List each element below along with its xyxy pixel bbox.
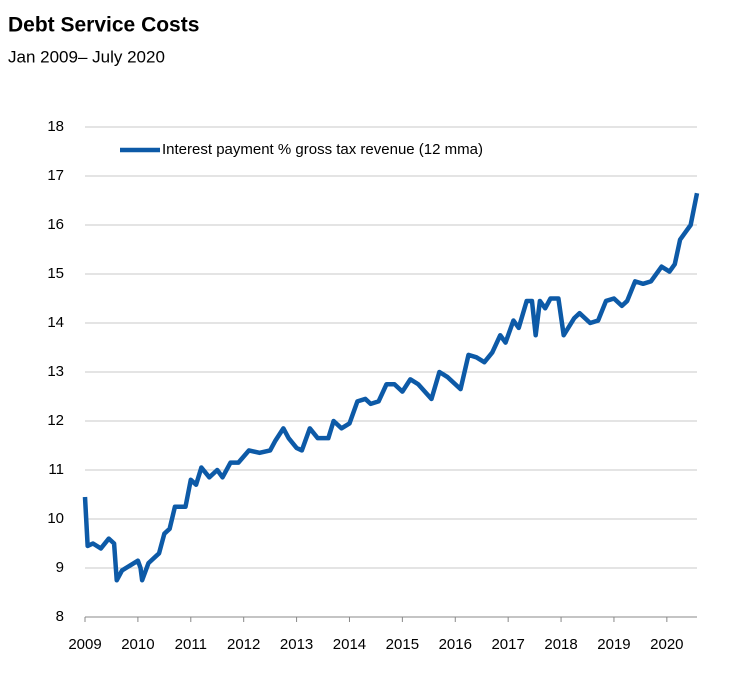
y-tick-label: 13	[47, 363, 64, 380]
x-tick-label: 2009	[68, 636, 101, 653]
x-tick-label: 2019	[597, 636, 630, 653]
x-tick-label: 2014	[333, 636, 366, 653]
x-tick-label: 2017	[491, 636, 524, 653]
y-tick-label: 18	[47, 118, 64, 135]
x-tick-label: 2013	[280, 636, 313, 653]
x-tick-label: 2010	[121, 636, 154, 653]
x-tick-label: 2016	[439, 636, 472, 653]
x-tick-label: 2012	[227, 636, 260, 653]
chart-title: Debt Service Costs	[8, 14, 199, 37]
x-tick-label: 2018	[544, 636, 577, 653]
y-tick-label: 16	[47, 216, 64, 233]
y-tick-label: 9	[56, 559, 64, 576]
y-tick-label: 15	[47, 265, 64, 282]
y-tick-label: 14	[47, 314, 64, 331]
x-tick-label: 2015	[386, 636, 419, 653]
x-tick-label: 2020	[650, 636, 683, 653]
y-tick-label: 17	[47, 167, 64, 184]
y-tick-label: 10	[47, 510, 64, 527]
y-tick-label: 11	[48, 461, 64, 478]
data-line	[82, 192, 700, 583]
y-tick-label: 12	[47, 412, 64, 429]
x-tick-label: 2011	[175, 636, 207, 653]
chart-subtitle: Jan 2009– July 2020	[8, 47, 165, 66]
legend-label: Interest payment % gross tax revenue (12…	[162, 141, 483, 158]
y-tick-label: 8	[56, 608, 64, 625]
